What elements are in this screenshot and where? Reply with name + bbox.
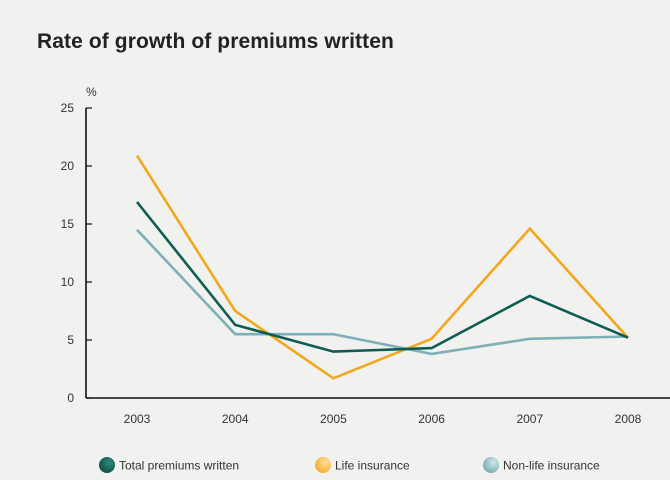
series-layer <box>135 154 629 380</box>
x-tick-label: 2005 <box>320 412 347 426</box>
legend: Total premiums written Life insurance Non-… <box>99 457 600 473</box>
series-line-life-insurance <box>135 154 629 380</box>
x-tick-label: 2008 <box>615 412 642 426</box>
series-line-total-premiums-written <box>135 201 629 353</box>
y-tick-label: 0 <box>67 391 74 405</box>
legend-label-life-insurance: Life insurance <box>335 459 410 473</box>
y-axis-unit-label: % <box>86 85 97 99</box>
legend-swatch-total-premiums-written <box>99 457 115 473</box>
x-tick-label: 2004 <box>222 412 249 426</box>
legend-label-total-premiums-written: Total premiums written <box>119 459 239 473</box>
y-tick-label: 10 <box>61 275 75 289</box>
axes: % 0 5 10 15 20 25 2003 2004 2005 2006 2007 2008 <box>61 85 670 426</box>
y-tick-label: 25 <box>61 101 75 115</box>
y-tick-label: 20 <box>61 159 75 173</box>
x-tick-label: 2007 <box>516 412 543 426</box>
chart-title: Rate of growth of premiums written <box>37 30 394 53</box>
y-tick-label: 5 <box>67 333 74 347</box>
legend-swatch-non-life-insurance <box>483 457 499 473</box>
legend-label-non-life-insurance: Non-life insurance <box>503 459 600 473</box>
legend-swatch-life-insurance <box>315 457 331 473</box>
x-tick-label: 2003 <box>124 412 151 426</box>
x-tick-label: 2006 <box>418 412 445 426</box>
y-tick-label: 15 <box>61 217 75 231</box>
series-line-non-life-insurance <box>136 228 629 356</box>
